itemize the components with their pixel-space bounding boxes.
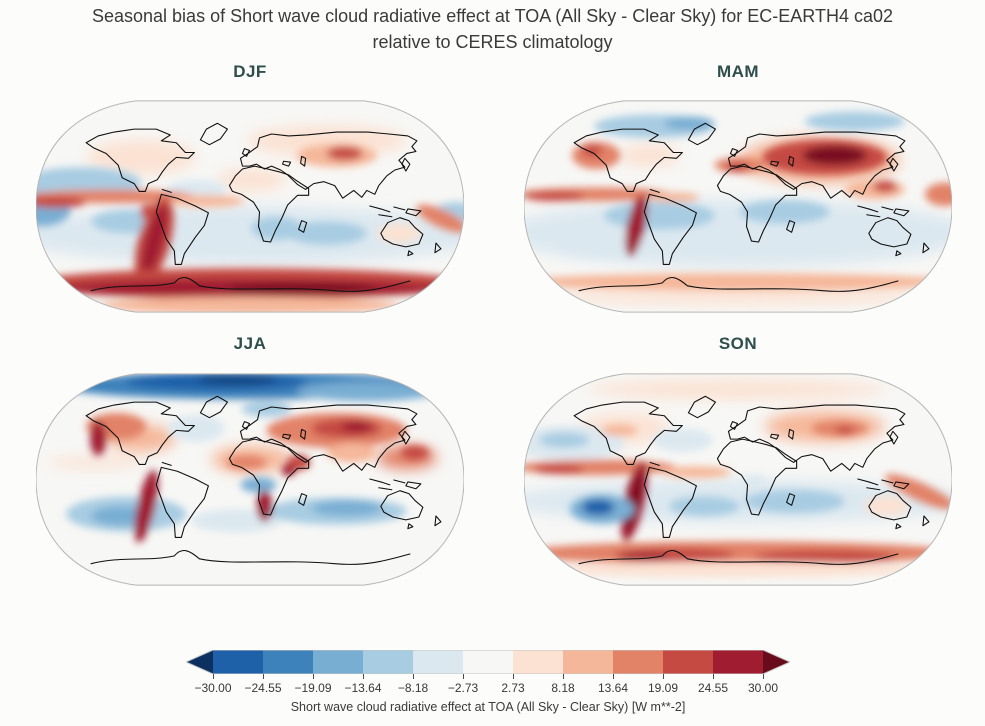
colorbar-band — [363, 650, 413, 674]
colorbar-tick — [263, 674, 264, 679]
colorbar-tick-label: −8.18 — [397, 681, 429, 695]
colorbar-label: Short wave cloud radiative effect at TOA… — [290, 700, 686, 714]
colorbar-band — [263, 650, 313, 674]
panel-title-jja: JJA — [233, 334, 267, 353]
colorbar-tick — [413, 674, 414, 679]
colorbar-tick-label: −13.64 — [344, 681, 382, 695]
colorbar-band — [663, 650, 713, 674]
colorbar-tick — [663, 674, 664, 679]
colorbar-tick — [763, 674, 764, 679]
colorbar-tick-label: −19.09 — [294, 681, 332, 695]
colorbar-tick — [313, 674, 314, 679]
colorbar-band — [463, 650, 513, 674]
panel-title-son: SON — [718, 334, 758, 353]
colorbar: −30.00 −24.55 −19.09 −13.64 −8.18 −2.73 … — [186, 650, 790, 720]
map-panel-son — [524, 370, 952, 589]
colorbar-tick-label: 2.73 — [501, 681, 525, 695]
map-panel-djf — [36, 97, 464, 316]
map-son-svg — [524, 373, 952, 586]
colorbar-tick — [713, 674, 714, 679]
colorbar-band — [613, 650, 663, 674]
colorbar-over-arrow — [763, 650, 790, 674]
colorbar-band — [563, 650, 613, 674]
panel-title-mam: MAM — [716, 62, 760, 81]
colorbar-under-arrow — [186, 650, 213, 674]
figure-title-line1: Seasonal bias of Short wave cloud radiat… — [91, 6, 894, 26]
colorbar-tick — [363, 674, 364, 679]
colorbar-band — [513, 650, 563, 674]
colorbar-tick-label: 30.00 — [747, 681, 779, 695]
colorbar-tick-label: −24.55 — [244, 681, 282, 695]
map-djf-svg — [36, 100, 464, 313]
colorbar-tick — [513, 674, 514, 679]
colorbar-tick-label: −2.73 — [447, 681, 479, 695]
map-panel-mam — [524, 97, 952, 316]
colorbar-band — [213, 650, 263, 674]
colorbar-tick-label: 24.55 — [697, 681, 729, 695]
colorbar-tick — [613, 674, 614, 679]
figure-title: Seasonal bias of Short wave cloud radiat… — [0, 3, 985, 55]
map-jja-svg — [36, 373, 464, 586]
colorbar-bar — [186, 650, 790, 674]
figure-title-line2: relative to CERES climatology — [372, 32, 613, 53]
panel-title-djf: DJF — [233, 62, 267, 81]
colorbar-tick-label: −30.00 — [194, 681, 232, 695]
colorbar-band — [713, 650, 763, 674]
colorbar-band — [413, 650, 463, 674]
colorbar-tick-label: 8.18 — [551, 681, 575, 695]
map-panel-jja — [36, 370, 464, 589]
colorbar-band — [313, 650, 363, 674]
colorbar-tick — [463, 674, 464, 679]
colorbar-tick-label: 13.64 — [597, 681, 629, 695]
colorbar-tick — [213, 674, 214, 679]
colorbar-tick-label: 19.09 — [647, 681, 679, 695]
colorbar-tick — [563, 674, 564, 679]
map-mam-svg — [524, 100, 952, 313]
